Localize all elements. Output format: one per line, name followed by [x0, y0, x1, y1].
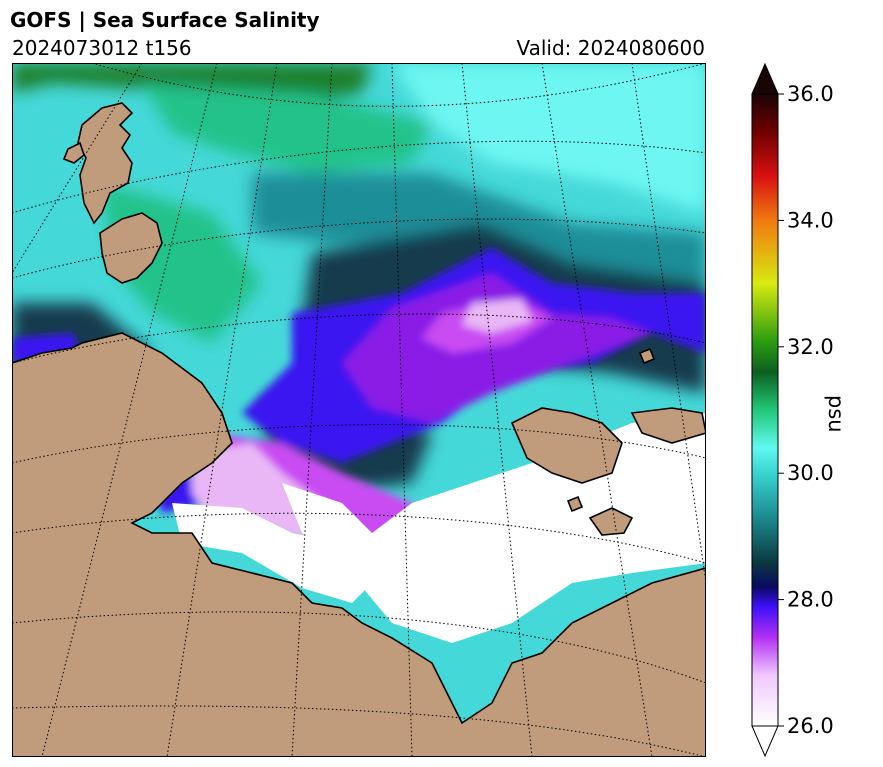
- salinity-map: [12, 63, 706, 757]
- parallel-line: [12, 140, 706, 214]
- colorbar-tick-label: 26.0: [787, 714, 834, 738]
- novaya-zemlya-north: [99, 212, 163, 284]
- colorbar-tick-label: 32.0: [787, 335, 834, 359]
- land-group: [12, 102, 706, 757]
- parallel-line: [91, 63, 706, 107]
- colorbar-extend-top: [751, 62, 779, 95]
- island-small-2: [638, 347, 656, 365]
- colorbar-tick-label: 34.0: [787, 208, 834, 232]
- valid-label: Valid: 2024080600: [516, 36, 705, 60]
- map-title: GOFS | Sea Surface Salinity: [10, 8, 320, 32]
- map-frame: [12, 63, 706, 757]
- island-mid-kara: [588, 507, 634, 536]
- meridian-line: [166, 63, 278, 757]
- ocean-green-band: [142, 83, 432, 173]
- colorbar-body: [751, 93, 779, 727]
- ocean-purple-core: [342, 273, 652, 423]
- meridian-line: [12, 63, 143, 274]
- island-small-1: [566, 495, 584, 513]
- graticule: [12, 63, 706, 757]
- meridian-line: [541, 63, 653, 757]
- parallel-line: [12, 424, 706, 464]
- run-label: 2024073012 t156: [12, 36, 192, 60]
- meridian-line: [461, 63, 533, 757]
- svalbard-east-island: [62, 141, 85, 164]
- colorbar-tick-label: 36.0: [787, 82, 834, 106]
- colorbar: 36.0 34.0 32.0 30.0 28.0 26.0: [751, 62, 834, 758]
- colorbar-tick-label: 30.0: [787, 461, 834, 485]
- colorbar-extend-bottom: [751, 725, 779, 758]
- colorbar-ticks: 36.0 34.0 32.0 30.0 28.0 26.0: [778, 82, 834, 738]
- ocean-fresh-pechora: [172, 503, 372, 603]
- mainland: [12, 332, 706, 757]
- island-kara-east: [510, 407, 623, 484]
- colorbar-label: psu: [824, 395, 848, 433]
- parallel-line: [12, 705, 706, 757]
- meridian-line: [41, 63, 218, 757]
- svalbard-island: [77, 102, 134, 225]
- colorbar-tick-label: 28.0: [787, 588, 834, 612]
- island-far-east: [630, 407, 706, 444]
- parallel-line: [12, 218, 706, 279]
- ocean-aqua-east: [392, 63, 706, 213]
